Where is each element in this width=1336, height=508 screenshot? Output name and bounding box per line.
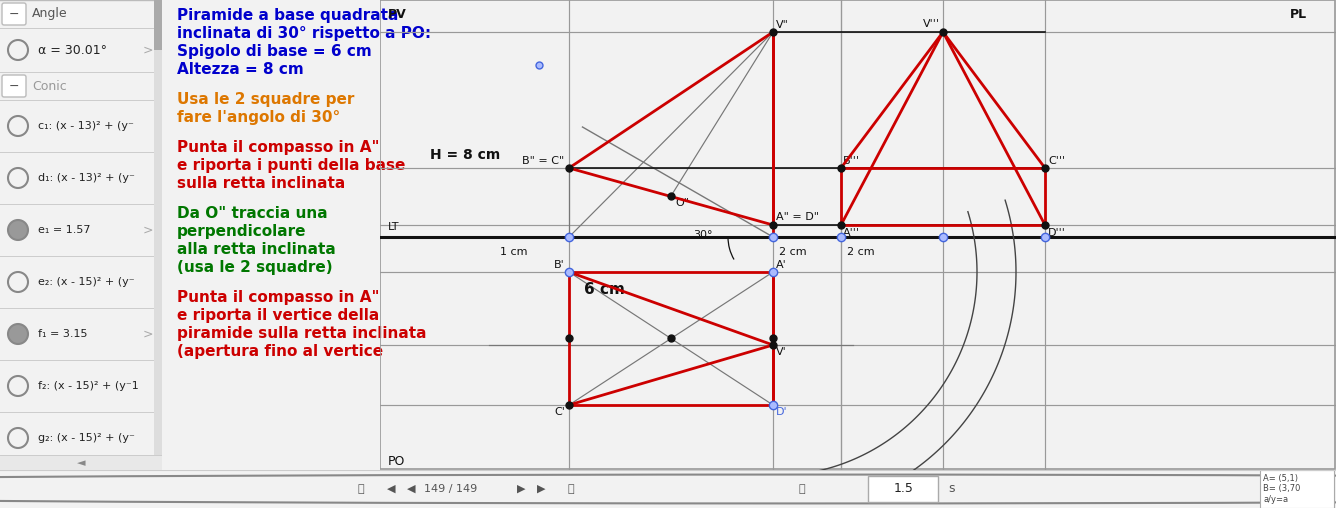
Text: B''': B''' (843, 156, 860, 166)
Text: H = 8 cm: H = 8 cm (430, 148, 500, 162)
FancyBboxPatch shape (1, 75, 25, 97)
Text: ⏭: ⏭ (568, 484, 574, 494)
Bar (1260, 470, 1335, 508)
Text: 1.5: 1.5 (894, 483, 914, 495)
Text: f₁ = 3.15: f₁ = 3.15 (37, 329, 87, 339)
Text: ◀: ◀ (386, 484, 395, 494)
Text: α = 30.01°: α = 30.01° (37, 44, 107, 56)
Text: Usa le 2 squadre per: Usa le 2 squadre per (176, 92, 354, 107)
Text: ▶: ▶ (517, 484, 525, 494)
Circle shape (8, 220, 28, 240)
Text: ◀: ◀ (406, 484, 415, 494)
Text: (usa le 2 squadre): (usa le 2 squadre) (176, 260, 333, 275)
Text: ⏮: ⏮ (358, 484, 365, 494)
Text: −: − (9, 8, 19, 20)
Text: >: > (143, 44, 154, 56)
Text: B= (3,70: B= (3,70 (1263, 485, 1300, 493)
Text: 2 cm: 2 cm (847, 247, 875, 257)
Text: V": V" (776, 20, 788, 30)
Text: Piramide a base quadrata: Piramide a base quadrata (176, 8, 398, 23)
Text: inclinata di 30° rispetto a PO:: inclinata di 30° rispetto a PO: (176, 26, 432, 41)
Text: c₁: (x - 13)² + (y⁻: c₁: (x - 13)² + (y⁻ (37, 121, 134, 131)
Text: a/y=a: a/y=a (1263, 495, 1288, 504)
Text: B': B' (554, 260, 565, 270)
Text: 149 / 149: 149 / 149 (425, 484, 477, 494)
Text: PV: PV (387, 8, 406, 21)
Text: A': A' (776, 260, 787, 270)
Text: 2 cm: 2 cm (779, 247, 807, 257)
FancyBboxPatch shape (1, 3, 25, 25)
Text: −: − (9, 79, 19, 92)
Text: PL: PL (1291, 8, 1307, 21)
Bar (154, 0, 162, 50)
Text: >: > (143, 224, 154, 237)
Text: d₁: (x - 13)² + (y⁻: d₁: (x - 13)² + (y⁻ (37, 173, 135, 183)
Text: 1 cm: 1 cm (500, 247, 528, 257)
Text: Punta il compasso in A": Punta il compasso in A" (176, 140, 379, 155)
Text: ◄: ◄ (76, 458, 86, 468)
Text: e₂: (x - 15)² + (y⁻: e₂: (x - 15)² + (y⁻ (37, 277, 135, 287)
Text: Punta il compasso in A": Punta il compasso in A" (176, 290, 379, 305)
Text: V''': V''' (923, 19, 941, 29)
Text: e riporta il vertice della: e riporta il vertice della (176, 308, 379, 323)
Text: piramide sulla retta inclinata: piramide sulla retta inclinata (176, 326, 426, 341)
Text: 30°: 30° (693, 230, 712, 240)
Text: 6 cm: 6 cm (584, 282, 625, 298)
Text: g₂: (x - 15)² + (y⁻: g₂: (x - 15)² + (y⁻ (37, 433, 135, 443)
Text: PO: PO (387, 455, 405, 468)
Text: ⏸: ⏸ (799, 484, 804, 494)
Text: Conic: Conic (32, 79, 67, 92)
Text: Spigolo di base = 6 cm: Spigolo di base = 6 cm (176, 44, 371, 59)
Text: C': C' (554, 407, 565, 417)
Text: perpendicolare: perpendicolare (176, 224, 306, 239)
Text: Angle: Angle (32, 8, 68, 20)
Circle shape (8, 324, 28, 344)
Text: V': V' (776, 347, 787, 357)
Bar (154, 0, 162, 470)
Text: e₁ = 1.57: e₁ = 1.57 (37, 225, 91, 235)
Text: e riporta i punti della base: e riporta i punti della base (176, 158, 405, 173)
Text: sulla retta inclinata: sulla retta inclinata (176, 176, 345, 191)
Text: (apertura fino al vertice: (apertura fino al vertice (176, 344, 383, 359)
Text: LT: LT (387, 222, 399, 232)
Text: alla retta inclinata: alla retta inclinata (176, 242, 335, 257)
Text: O": O" (675, 198, 689, 208)
Text: D': D' (776, 407, 788, 417)
Text: A= (5,1): A= (5,1) (1263, 474, 1299, 483)
Text: fare l'angolo di 30°: fare l'angolo di 30° (176, 110, 341, 125)
Text: D''': D''' (1047, 228, 1066, 238)
Text: Altezza = 8 cm: Altezza = 8 cm (176, 62, 303, 77)
Text: A''': A''' (843, 228, 860, 238)
Text: A" = D": A" = D" (776, 212, 819, 222)
Text: Da O" traccia una: Da O" traccia una (176, 206, 327, 221)
Text: C''': C''' (1047, 156, 1065, 166)
Text: ▶: ▶ (537, 484, 545, 494)
Text: >: > (143, 328, 154, 340)
Text: f₂: (x - 15)² + (y⁻1: f₂: (x - 15)² + (y⁻1 (37, 381, 139, 391)
Bar (0, 455, 162, 470)
Text: B" = C": B" = C" (522, 156, 564, 166)
Bar (868, 475, 938, 502)
Text: s: s (949, 483, 955, 495)
